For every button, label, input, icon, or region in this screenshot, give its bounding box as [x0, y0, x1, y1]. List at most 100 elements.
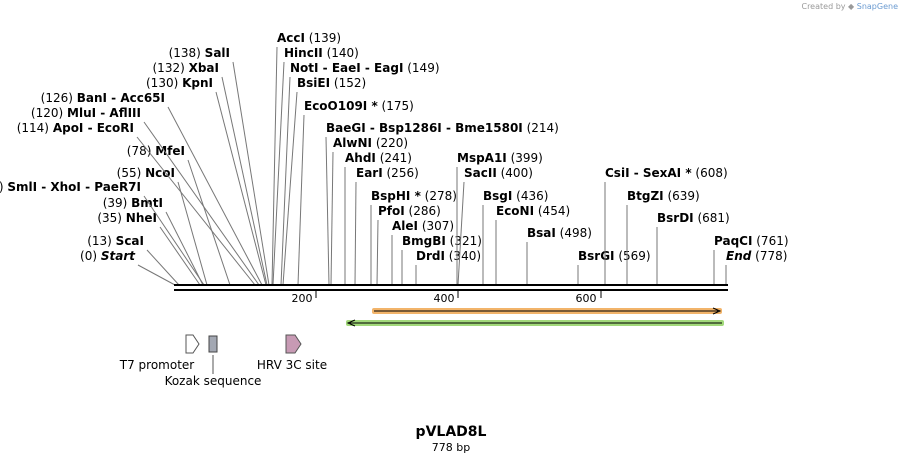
site-leader-line: [271, 46, 278, 286]
restriction-site[interactable]: BsaI (498): [526, 226, 592, 285]
restriction-site[interactable]: PaqCI (761): [713, 234, 789, 285]
restriction-site[interactable]: (120) MluI - AflIII: [31, 106, 260, 286]
site-label[interactable]: (0) Start: [80, 249, 136, 263]
restriction-site[interactable]: (126) BanI - Acc65I: [41, 91, 263, 286]
site-label[interactable]: HincII (140): [284, 46, 359, 60]
restriction-site[interactable]: (13) ScaI: [87, 234, 180, 286]
site-leader-line: [143, 195, 205, 286]
site-leader-line: [457, 181, 465, 286]
restriction-site[interactable]: AlwNI (220): [330, 136, 408, 286]
site-label[interactable]: PaqCI (761): [714, 234, 789, 248]
site-label[interactable]: SacII (400): [464, 166, 533, 180]
site-leader-line: [159, 226, 201, 286]
restriction-site[interactable]: (78) MfeI: [127, 144, 231, 286]
restriction-site[interactable]: HincII (140): [272, 46, 359, 286]
restriction-site[interactable]: BmgBI (321): [401, 234, 482, 285]
site-label[interactable]: CsiI - SexAI * (608): [605, 166, 728, 180]
feature-label-t7-promoter: T7 promoter: [119, 358, 195, 372]
site-label[interactable]: AlwNI (220): [333, 136, 408, 150]
restriction-site[interactable]: (130) KpnI: [146, 76, 267, 286]
restriction-site[interactable]: BsrDI (681): [656, 211, 730, 285]
ruler-tick-label: 200: [292, 292, 313, 305]
site-label[interactable]: (126) BanI - Acc65I: [41, 91, 165, 105]
site-label[interactable]: (13) ScaI: [87, 234, 144, 248]
site-label[interactable]: EcoO109I * (175): [304, 99, 414, 113]
site-label[interactable]: BtgZI (639): [627, 189, 700, 203]
hrv-3c-arrow-icon: [285, 334, 302, 354]
plasmid-map: (0) Start(13) ScaI (35) NheI(39) BmtI (41)…: [0, 31, 789, 388]
restriction-site[interactable]: EcoNI (454): [495, 204, 570, 285]
site-label[interactable]: (35) NheI: [97, 211, 157, 225]
restriction-sites-layer: (0) Start(13) ScaI (35) NheI(39) BmtI (41)…: [0, 31, 789, 286]
site-label[interactable]: (78) MfeI: [127, 144, 185, 158]
site-label[interactable]: BaeGI - Bsp1286I - Bme1580I (214): [326, 121, 559, 135]
snapgene-logo-icon: ◆: [848, 2, 855, 11]
site-label[interactable]: AhdI (241): [345, 151, 412, 165]
restriction-site[interactable]: (138) SalI: [169, 46, 270, 286]
restriction-site[interactable]: AhdI (241): [344, 151, 412, 285]
site-label[interactable]: EarI (256): [356, 166, 419, 180]
restriction-site[interactable]: End (778): [725, 249, 787, 285]
restriction-site[interactable]: AleI (307): [391, 219, 454, 285]
site-label[interactable]: (39) BmtI: [103, 196, 163, 210]
restriction-site[interactable]: BspHI * (278): [370, 189, 457, 285]
feature-kozak-sequence: Kozak sequence: [165, 335, 262, 388]
restriction-site[interactable]: BsrGI (569): [577, 249, 651, 285]
site-label[interactable]: (120) MluI - AflIII: [31, 106, 141, 120]
primer-bar-reverse: [346, 319, 724, 327]
site-leader-line: [177, 181, 208, 286]
restriction-site[interactable]: AccI (139): [271, 31, 341, 286]
site-label[interactable]: (41) SmlI - XhoI - PaeR7I: [0, 180, 141, 194]
credit-brand: SnapGene: [856, 2, 898, 11]
site-leader-line: [282, 91, 298, 286]
restriction-site[interactable]: (114) ApoI - EcoRI: [17, 121, 256, 286]
restriction-site[interactable]: BaeGI - Bsp1286I - Bme1580I (214): [325, 121, 559, 286]
site-label[interactable]: EcoNI (454): [496, 204, 570, 218]
site-label[interactable]: (138) SalI: [169, 46, 230, 60]
site-label[interactable]: BsiEI (152): [297, 76, 366, 90]
site-label[interactable]: (114) ApoI - EcoRI: [17, 121, 134, 135]
restriction-site[interactable]: BsgI (436): [482, 189, 548, 285]
restriction-site[interactable]: (39) BmtI: [103, 196, 204, 286]
site-label[interactable]: BmgBI (321): [402, 234, 482, 248]
site-label[interactable]: PfoI (286): [378, 204, 441, 218]
restriction-site[interactable]: BtgZI (639): [626, 189, 700, 285]
restriction-site[interactable]: SacII (400): [457, 166, 533, 286]
site-label[interactable]: (130) KpnI: [146, 76, 213, 90]
kozak-box-icon: [208, 335, 218, 353]
t7-promoter-arrow-icon: [185, 334, 200, 354]
site-label[interactable]: BsaI (498): [527, 226, 592, 240]
site-leader-line: [187, 159, 231, 286]
site-label[interactable]: MspA1I (399): [457, 151, 543, 165]
site-leader-line: [280, 76, 291, 286]
site-label[interactable]: BsrGI (569): [578, 249, 651, 263]
restriction-site[interactable]: CsiI - SexAI * (608): [604, 166, 728, 285]
site-leader-line: [354, 181, 357, 286]
restriction-site[interactable]: MspA1I (399): [456, 151, 543, 285]
site-label[interactable]: BsrDI (681): [657, 211, 730, 225]
restriction-site[interactable]: (41) SmlI - XhoI - PaeR7I: [0, 180, 205, 286]
restriction-site[interactable]: EarI (256): [354, 166, 419, 286]
restriction-site[interactable]: (0) Start: [80, 249, 176, 286]
site-label[interactable]: End (778): [726, 249, 787, 263]
restriction-site[interactable]: BsiEI (152): [282, 76, 366, 286]
restriction-site[interactable]: DrdI (340): [415, 249, 481, 285]
site-label[interactable]: NotI - EaeI - EagI (149): [290, 61, 440, 75]
feature-label-kozak-sequence: Kozak sequence: [165, 374, 262, 388]
restriction-site[interactable]: (55) NcoI: [117, 166, 208, 286]
restriction-site[interactable]: PfoI (286): [376, 204, 441, 286]
restriction-site[interactable]: NotI - EaeI - EagI (149): [280, 61, 440, 286]
site-label[interactable]: BsgI (436): [483, 189, 548, 203]
site-label[interactable]: (132) XbaI: [153, 61, 220, 75]
restriction-site[interactable]: EcoO109I * (175): [297, 99, 414, 286]
site-label[interactable]: BspHI * (278): [371, 189, 457, 203]
site-label[interactable]: (55) NcoI: [117, 166, 175, 180]
restriction-site[interactable]: (132) XbaI: [153, 61, 268, 286]
site-label[interactable]: AccI (139): [277, 31, 341, 45]
site-leader-line: [297, 114, 305, 286]
snapgene-credit: Created by ◆ SnapGene: [801, 2, 898, 11]
site-label[interactable]: DrdI (340): [416, 249, 481, 263]
restriction-site[interactable]: (35) NheI: [97, 211, 201, 286]
ruler-tick-label: 600: [576, 292, 597, 305]
site-label[interactable]: AleI (307): [392, 219, 454, 233]
